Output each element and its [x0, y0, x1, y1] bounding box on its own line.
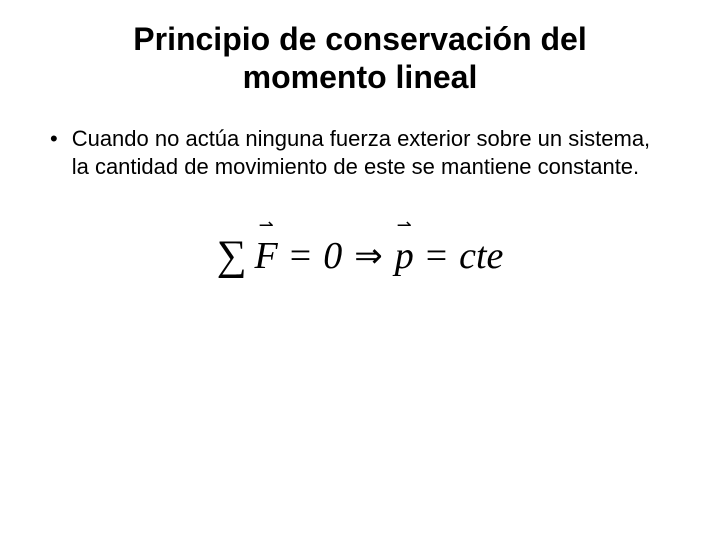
sigma-symbol: ∑ [217, 232, 247, 280]
F-letter: F [255, 235, 278, 277]
formula-container: ∑ ⇀ F = 0 ⇒ ⇀ p = cte [40, 232, 680, 280]
zero: 0 [323, 234, 342, 278]
bullet-symbol: • [50, 125, 58, 154]
p-arrow-icon: ⇀ [397, 216, 412, 234]
p-letter: p [395, 235, 414, 277]
body-text: Cuando no actúa ninguna fuerza exterior … [72, 125, 660, 182]
vector-F: ⇀ F [255, 234, 278, 278]
F-arrow-icon: ⇀ [259, 216, 274, 234]
cte: cte [459, 234, 503, 278]
bullet-row: • Cuando no actúa ninguna fuerza exterio… [40, 125, 680, 182]
equals-1: = [286, 234, 315, 278]
implies-arrow-icon: ⇒ [350, 236, 387, 276]
conservation-formula: ∑ ⇀ F = 0 ⇒ ⇀ p = cte [217, 232, 504, 280]
vector-p: ⇀ p [395, 234, 414, 278]
slide-title: Principio de conservación del momento li… [40, 20, 680, 97]
equals-2: = [422, 234, 451, 278]
